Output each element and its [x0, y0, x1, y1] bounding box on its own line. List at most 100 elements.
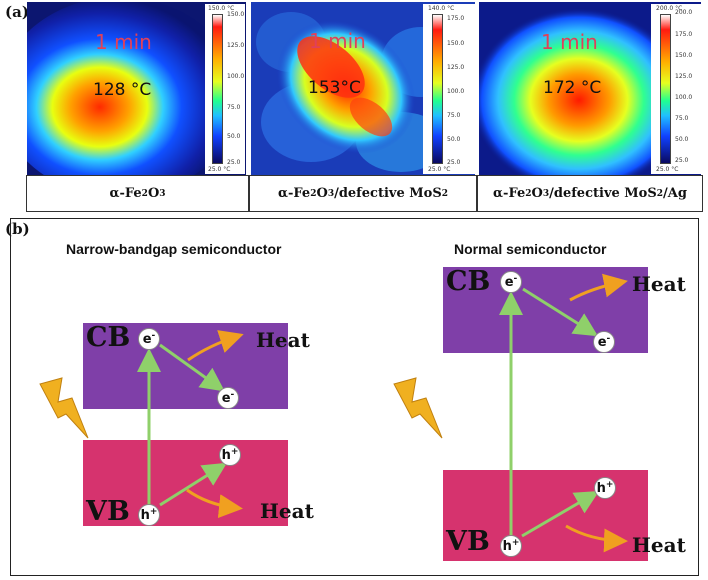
heat-arrow-vb-left [186, 488, 243, 519]
time-label: 1 min [309, 29, 366, 53]
caption-text: O [531, 186, 543, 201]
carrier-symbol: h [221, 447, 231, 463]
scale-tick: 125.0 [675, 73, 693, 80]
thermal-image-2: 140.0 °C 175.0 150.0 125.0 100.0 75.0 50… [251, 2, 475, 175]
caption-text: /Ag [663, 186, 687, 201]
scale-frame-1 [205, 4, 245, 174]
hole-relax-arrow-left [159, 462, 228, 507]
hole-relax-arrow-right [521, 490, 600, 538]
scale-tick: 50.0 [675, 136, 689, 143]
caption-text: /defective MoS [334, 186, 442, 201]
carrier-charge: + [149, 507, 158, 517]
carrier-charge: + [230, 447, 239, 457]
heat-label-cb-left: Heat [256, 328, 310, 352]
heat-label-cb-right: Heat [632, 272, 686, 296]
hole-vb-right: h + [500, 535, 522, 557]
carrier-symbol: e [142, 331, 152, 347]
carrier-charge: - [606, 334, 611, 344]
caption-sub: 2 [141, 188, 148, 199]
scale-tick: 150.0 [675, 52, 693, 59]
temperature-label: 128 °C [93, 80, 152, 100]
heat-arrow-cb-right [569, 273, 628, 302]
electron-cb-left: e- [138, 328, 160, 350]
scale-tick: 75.0 [675, 115, 689, 122]
valence-band-left [83, 440, 288, 526]
lightning-icon-right [393, 377, 443, 439]
vb-label-right: VB [446, 526, 490, 557]
caption-fe2o3-mos2-ag: α-Fe 2 O 3/defective MoS 2/Ag [477, 175, 703, 212]
scale-tick: 25.0 [675, 157, 689, 164]
thermal-image-1: 150.0 °C 150.0 125.0 100.0 75.0 50.0 25.… [27, 2, 246, 175]
caption-text: O [147, 186, 160, 201]
cb-label-left: CB [86, 322, 131, 353]
scale-tick: 125.0 [447, 64, 465, 71]
scale-tick: 75.0 [447, 112, 461, 119]
heading-narrow-bandgap: Narrow-bandgap semiconductor [66, 241, 282, 257]
time-label: 1 min [541, 30, 598, 54]
caption-sub: 3 [542, 188, 550, 199]
scale-tick: 100.0 [675, 94, 693, 101]
time-label: 1 min [95, 30, 152, 54]
scale-tick: 75.0 [227, 104, 241, 111]
scale-tick: 50.0 [447, 136, 461, 143]
panel-a-label: (a) [5, 3, 29, 21]
thermal-image-3: 200.0 °C 200.0 175.0 150.0 125.0 100.0 7… [479, 2, 701, 175]
scale-frame-2 [423, 4, 475, 174]
electron-relaxed-left: e- [217, 387, 239, 409]
carrier-symbol: e [504, 274, 514, 290]
scale-tick: 25.0 °C [656, 166, 679, 173]
scale-frame-3 [651, 4, 701, 174]
scale-tick: 150.0 [227, 11, 245, 18]
color-scale-bar-1 [212, 14, 223, 164]
carrier-symbol: e [221, 390, 231, 406]
carrier-symbol: h [502, 538, 512, 554]
electron-relax-arrow-right [522, 287, 599, 337]
caption-fe2o3-mos2: α-Fe 2 O 3/defective MoS 2 [249, 175, 477, 212]
color-scale-bar-3 [660, 14, 671, 164]
panel-b-frame [10, 218, 699, 576]
scale-tick: 25.0 [227, 159, 241, 166]
heat-label-vb-right: Heat [632, 533, 686, 557]
electron-cb-right: e- [500, 271, 522, 293]
scale-tick: 100.0 [447, 88, 465, 95]
vb-label-left: VB [86, 496, 130, 527]
caption-sub: 2 [656, 188, 664, 199]
caption-fe2o3: α-Fe 2 O 3 [26, 175, 249, 212]
scale-tick: 100.0 [227, 73, 245, 80]
hole-relaxed-right: h + [594, 477, 616, 499]
carrier-symbol: h [596, 480, 606, 496]
temperature-label: 153°C [308, 78, 361, 98]
carrier-charge: - [230, 390, 235, 400]
temperature-label: 172 °C [543, 78, 602, 98]
scale-tick: 25.0 °C [208, 166, 231, 173]
carrier-symbol: e [597, 334, 607, 350]
scale-tick: 200.0 [675, 9, 693, 16]
caption-text: α-Fe [493, 186, 526, 201]
scale-tick: 150.0 [447, 40, 465, 47]
panel-b-label: (b) [5, 220, 30, 238]
caption-sub: 2 [441, 188, 448, 199]
scale-tick: 175.0 [675, 31, 693, 38]
scale-tick: 25.0 °C [428, 166, 451, 173]
hole-vb-left: h + [138, 504, 160, 526]
scale-tick: 140.0 °C [428, 5, 455, 12]
carrier-charge: - [513, 274, 518, 284]
electron-relax-arrow-left [159, 343, 225, 392]
caption-sub: 2 [525, 188, 532, 199]
scale-tick: 25.0 [447, 159, 461, 166]
heading-normal: Normal semiconductor [454, 241, 607, 257]
heat-arrow-cb-left [187, 330, 244, 362]
lightning-icon-left [39, 377, 89, 439]
caption-sub: 2 [310, 188, 317, 199]
heat-arrow-vb-right [565, 524, 628, 553]
scale-tick: 50.0 [227, 133, 241, 140]
carrier-charge: + [511, 538, 520, 548]
caption-sub: 3 [159, 188, 166, 199]
caption-text: α-Fe [278, 186, 311, 201]
caption-text: O [316, 186, 328, 201]
scale-tick: 150.0 °C [208, 5, 235, 12]
electron-relaxed-right: e- [593, 331, 615, 353]
heat-label-vb-left: Heat [260, 499, 314, 523]
scale-tick: 200.0 °C [656, 5, 683, 12]
